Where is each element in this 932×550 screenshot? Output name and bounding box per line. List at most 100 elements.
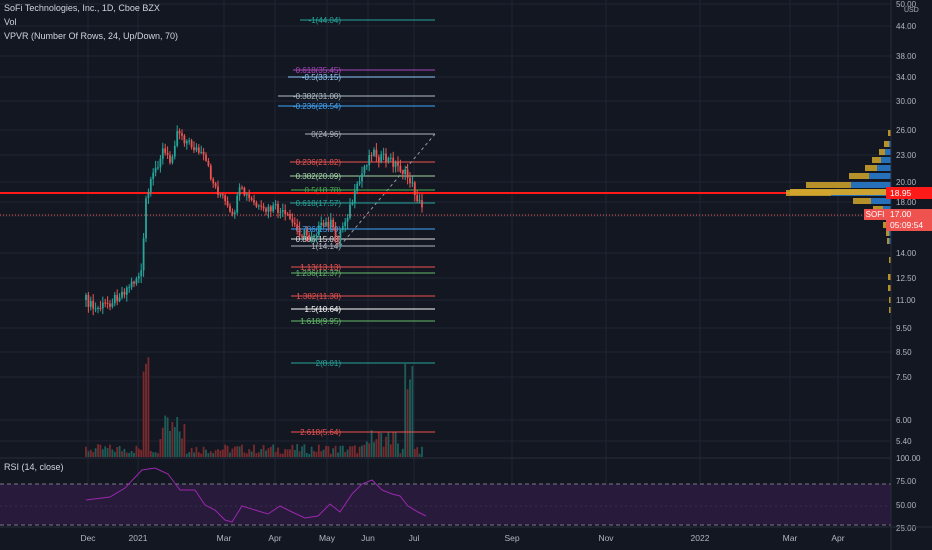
candle-body	[106, 302, 109, 304]
candle-body	[339, 229, 342, 242]
vp-row-up	[851, 182, 891, 188]
volume-bar	[267, 448, 270, 457]
symbol-title[interactable]: SoFi Technologies, Inc., 1D, Cboe BZX	[4, 3, 160, 13]
candle	[142, 233, 145, 277]
volume-bar	[109, 444, 111, 457]
volume-bar	[104, 446, 107, 457]
volume-bar	[255, 453, 258, 457]
volume-bar	[193, 452, 195, 457]
candle	[183, 133, 186, 147]
fib-levels[interactable]: -1(44.04) 0.618(35.45)-0.5(33.15) -0.382(3…	[0, 16, 891, 437]
candle-body	[255, 202, 258, 207]
candle	[305, 226, 308, 242]
candle	[161, 142, 164, 165]
rsi-pane[interactable]: 100.00 75.00 50.00 25.00	[0, 454, 921, 533]
candle-body	[327, 222, 330, 228]
candle	[269, 205, 272, 218]
candle	[99, 300, 102, 312]
price-tick-label: 11.00	[896, 296, 916, 305]
volume-bar	[207, 453, 210, 457]
candle-body	[281, 210, 284, 212]
candle	[356, 181, 359, 194]
time-tick-label: 2021	[129, 533, 148, 543]
vp-row-up	[871, 198, 891, 204]
candle-body	[272, 205, 275, 212]
candle	[317, 221, 320, 238]
volume-bar	[289, 449, 291, 457]
volume-bar	[226, 445, 229, 457]
candle	[137, 272, 140, 284]
candle	[411, 176, 414, 188]
candle	[313, 233, 315, 243]
fib-trend-line	[339, 133, 436, 247]
volume-bar	[224, 444, 227, 457]
candle-body	[171, 156, 174, 163]
time-tick-label: 2022	[691, 533, 710, 543]
volume-bar	[178, 431, 181, 457]
candle	[152, 168, 155, 186]
candlestick-series[interactable]	[85, 125, 423, 316]
volume-bar	[133, 452, 135, 457]
volume-bar	[363, 444, 366, 457]
candle	[303, 228, 306, 240]
candle	[87, 292, 90, 313]
volume-bar	[250, 451, 253, 457]
candle-body	[363, 166, 366, 174]
volume-bar	[113, 451, 116, 457]
price-tick-label: 20.00	[896, 178, 917, 187]
volume-bar	[286, 449, 289, 457]
candle-body	[166, 152, 169, 155]
candle-body	[325, 222, 327, 226]
candle-body	[176, 131, 179, 146]
volume-bar	[389, 444, 392, 457]
candle	[133, 280, 135, 288]
volume-bar	[190, 448, 193, 457]
candle	[157, 160, 159, 170]
volume-bar	[293, 449, 296, 457]
candle	[389, 153, 392, 162]
volume-bar	[221, 449, 224, 457]
candle-body	[329, 219, 332, 228]
candle	[262, 202, 265, 212]
candle	[233, 209, 236, 219]
candle-body	[207, 160, 210, 166]
vpvr-indicator-label[interactable]: VPVR (Number Of Rows, 24, Up/Down, 70)	[4, 31, 179, 41]
candle	[89, 296, 92, 311]
volume-bar	[140, 449, 143, 457]
volume-bar	[92, 451, 95, 457]
volume-bar	[320, 451, 323, 457]
volume-bar	[205, 449, 207, 457]
vp-row-down	[889, 297, 891, 303]
fib-level-label: 2.618(5.64)	[300, 428, 341, 437]
volume-bar	[137, 448, 140, 457]
time-tick-label: Mar	[783, 533, 798, 543]
vol-indicator-label[interactable]: Vol	[4, 17, 17, 27]
volume-bar	[284, 449, 287, 457]
volume-bar	[272, 444, 275, 457]
candle-body	[368, 155, 371, 166]
volume-bar	[368, 443, 371, 457]
candle	[265, 206, 267, 216]
bar-countdown-tag: 05:09:54	[886, 220, 932, 231]
candle	[274, 200, 277, 210]
candle	[413, 180, 416, 202]
candle	[135, 276, 138, 286]
rsi-indicator-label[interactable]: RSI (14, close)	[4, 462, 64, 472]
candle	[169, 151, 171, 165]
vp-row-down	[849, 173, 869, 179]
volume-bar	[238, 446, 241, 457]
candle-body	[385, 153, 387, 162]
candle-body	[226, 201, 229, 206]
candle-body	[337, 236, 339, 242]
candle-body	[183, 135, 186, 144]
candle	[329, 213, 332, 232]
candle-body	[212, 179, 215, 184]
volume-bar	[382, 446, 385, 457]
volume-bar	[303, 444, 306, 457]
price-tick-label: 5.40	[896, 437, 912, 446]
candle-body	[416, 195, 419, 202]
candle	[289, 209, 291, 221]
candle	[193, 141, 195, 154]
candle-body	[205, 154, 207, 161]
